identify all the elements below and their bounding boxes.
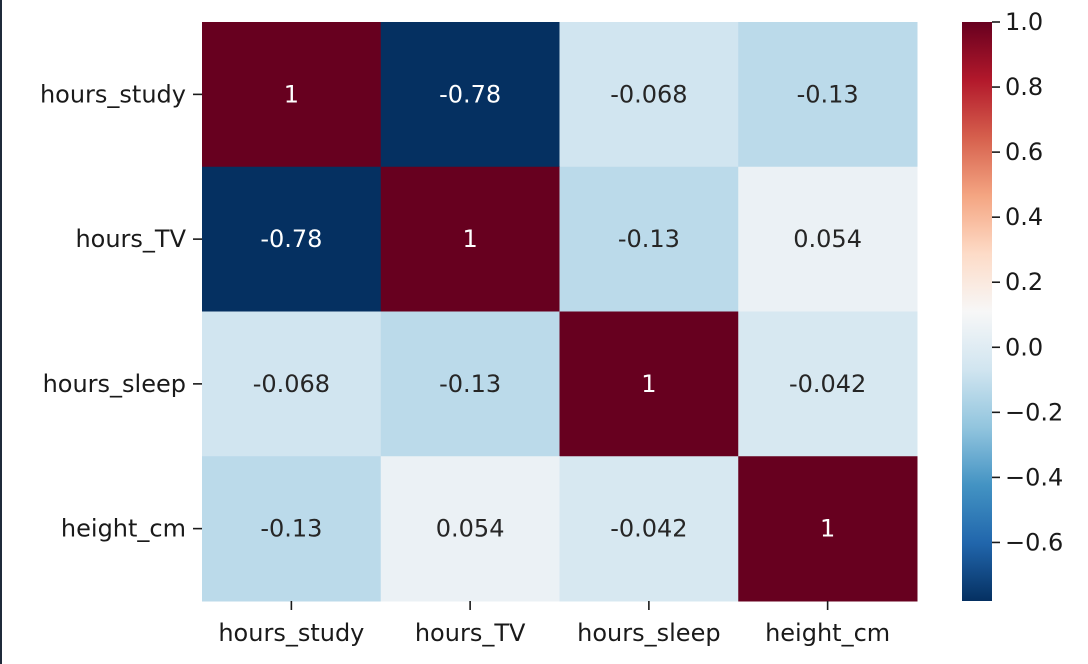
colorbar-tick-label: 0.8 (1005, 73, 1043, 101)
x-tick-label: hours_sleep (577, 619, 720, 647)
colorbar-tick-label: −0.6 (1005, 528, 1063, 556)
colorbar-tick-label: 0.6 (1005, 138, 1043, 166)
heatmap-cell (202, 311, 382, 457)
cell-annotation: 1 (462, 225, 477, 253)
cell-annotation: 1 (641, 370, 656, 398)
heatmap-cell (559, 456, 739, 602)
colorbar-tick-label: 0.2 (1005, 268, 1043, 296)
cell-annotation: 1 (820, 515, 835, 543)
cell-annotation: -0.068 (253, 370, 330, 398)
heatmap-cell (738, 166, 918, 312)
x-tick-label: height_cm (765, 619, 890, 647)
heatmap-cells: 1 -0.78 -0.068 -0.13 -0.78 1 -0.13 0.054 -0.068 -… (202, 22, 918, 602)
colorbar-tick-label: −0.2 (1005, 398, 1063, 426)
cell-annotation: -0.13 (439, 370, 501, 398)
colorbar-tick-label: 1.0 (1005, 8, 1043, 36)
heatmap-cell (559, 22, 739, 168)
colorbar-tick-label: −0.4 (1005, 463, 1063, 491)
frame-edge (0, 0, 2, 664)
heatmap-cell (380, 22, 560, 168)
cell-annotation: -0.78 (439, 80, 501, 108)
heatmap-cell (380, 456, 560, 602)
heatmap-cell (559, 166, 739, 312)
y-tick-label: hours_sleep (43, 370, 186, 398)
y-tick-label: height_cm (61, 515, 186, 543)
heatmap-cell (738, 22, 918, 168)
heatmap-cell (559, 311, 739, 457)
heatmap-cell (202, 456, 382, 602)
colorbar-tick-label: 0.0 (1005, 333, 1043, 361)
heatmap-cell (380, 166, 560, 312)
cell-annotation: -0.068 (610, 80, 687, 108)
heatmap-cell (738, 311, 918, 457)
y-tick-label: hours_TV (75, 225, 186, 253)
heatmap-cell (738, 456, 918, 602)
x-tick-label: hours_TV (415, 619, 526, 647)
cell-annotation: 0.054 (793, 225, 862, 253)
cell-annotation: -0.042 (789, 370, 866, 398)
cell-annotation: -0.13 (260, 515, 322, 543)
colorbar: 1.0 0.8 0.6 0.4 0.2 0.0 −0.2 −0.4 −0.6 (962, 8, 1063, 601)
colorbar-tick-label: 0.4 (1005, 203, 1043, 231)
cell-annotation: 1 (284, 80, 299, 108)
cell-annotation: -0.13 (797, 80, 859, 108)
x-tick-label: hours_study (218, 619, 364, 647)
x-axis: hours_study hours_TV hours_sleep height_cm (218, 601, 890, 647)
heatmap-cell (202, 22, 382, 168)
heatmap-cell (380, 311, 560, 457)
y-axis: hours_study hours_TV hours_sleep height_cm (40, 80, 202, 543)
colorbar-gradient (962, 22, 992, 601)
cell-annotation: -0.042 (610, 515, 687, 543)
cell-annotation: -0.13 (618, 225, 680, 253)
heatmap-cell (202, 166, 382, 312)
y-tick-label: hours_study (40, 80, 186, 108)
cell-annotation: -0.78 (260, 225, 322, 253)
cell-annotation: 0.054 (436, 515, 505, 543)
